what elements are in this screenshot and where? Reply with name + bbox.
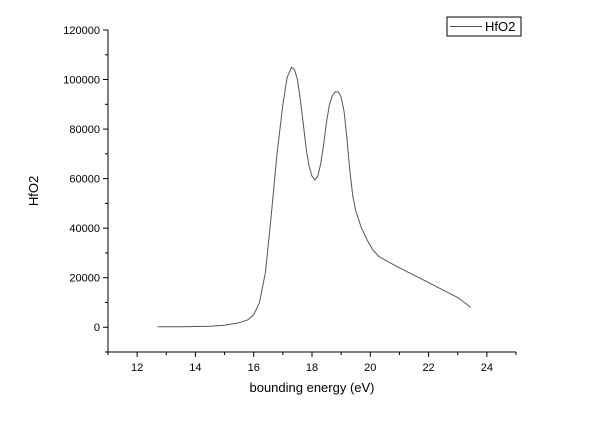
legend-label-hfo2: HfO2 (485, 19, 515, 34)
x-axis-title: bounding energy (eV) (249, 380, 374, 395)
y-tick-label: 0 (94, 322, 100, 334)
x-tick-label: 18 (306, 362, 318, 374)
y-tick-label: 60000 (69, 174, 100, 186)
legend: HfO2 (446, 16, 522, 37)
y-axis-title: HfO2 (26, 176, 41, 206)
y-tick-label: 20000 (69, 273, 100, 285)
axis-ticks: 12 14 16 18 20 22 24 0 20000 40000 60000 80000 10000… (63, 25, 517, 374)
x-tick-label: 16 (248, 362, 260, 374)
x-tick-label: 14 (189, 362, 201, 374)
y-tick-label: 80000 (69, 124, 100, 136)
y-tick-label: 40000 (69, 223, 100, 235)
x-tick-label: 12 (131, 362, 143, 374)
x-tick-label: 24 (481, 362, 493, 374)
series-group (157, 66, 472, 328)
x-tick-label: 20 (364, 362, 376, 374)
x-tick-label: 22 (422, 362, 434, 374)
y-tick-label: 120000 (63, 25, 100, 37)
legend-box (446, 16, 522, 37)
y-tick-label: 100000 (63, 75, 100, 87)
series-line-hfo2 (157, 66, 472, 328)
plot-axes (107, 30, 516, 353)
